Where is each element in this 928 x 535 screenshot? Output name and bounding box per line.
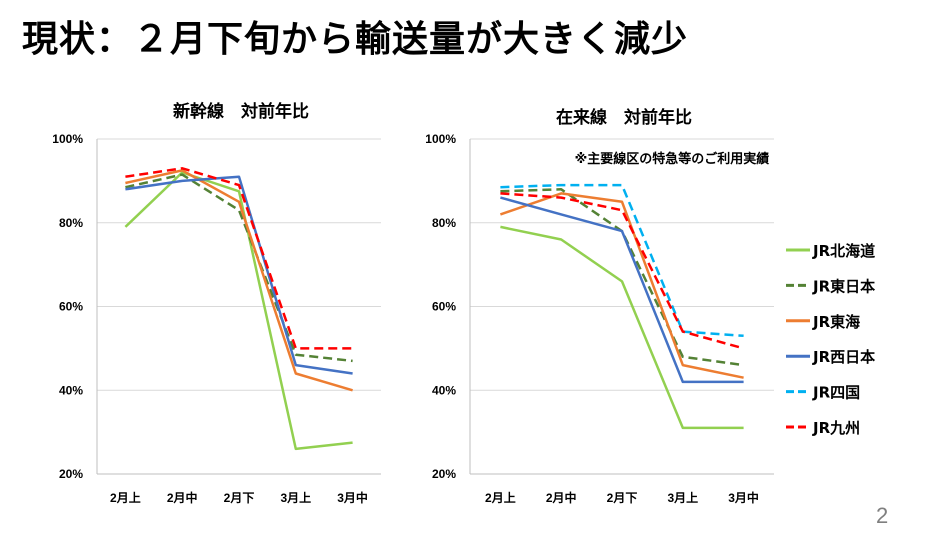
legend-label: JR四国 [812, 384, 860, 402]
chart1-series-line [125, 173, 353, 363]
chart2-xtick-label: 3月上 [667, 490, 698, 505]
chart1-ytick-label: 40% [59, 383, 83, 397]
chart1-ytick-label: 100% [52, 132, 83, 146]
chart2-series-line [500, 183, 744, 338]
chart1-xtick-label: 2月中 [167, 490, 198, 505]
chart1-ytick-label: 20% [59, 467, 83, 481]
chart2-xtick-label: 3月中 [728, 490, 759, 505]
page-number: 2 [876, 503, 889, 528]
legend-label: JR東日本 [812, 277, 875, 295]
chart2-series-line [500, 225, 744, 430]
chart2-series-line [500, 192, 744, 350]
legend-label: JR北海道 [812, 242, 875, 260]
slide-title: 現状：２月下旬から輸送量が大きく減少 [22, 19, 689, 60]
chart1-ytick-label: 60% [59, 300, 83, 314]
chart1-series-line [125, 169, 353, 392]
chart1-series-line [124, 171, 353, 451]
chart1-ytick-label: 80% [59, 216, 83, 230]
chart1-title: 新幹線 対前年比 [173, 101, 309, 122]
chart1-series-line [125, 167, 353, 350]
chart1-xtick-label: 2月上 [110, 490, 141, 505]
chart2-ytick-label: 80% [432, 216, 456, 230]
chart2-title: 在来線 対前年比 [556, 107, 692, 128]
chart2-series-line [499, 192, 744, 379]
chart2-ytick-label: 100% [425, 132, 456, 146]
chart2-xtick-label: 2月下 [607, 491, 638, 505]
legend-label: JR東海 [812, 313, 860, 331]
chart2-xtick-label: 2月上 [485, 490, 516, 505]
chart2-ytick-label: 60% [432, 300, 456, 314]
chart1-series-line [125, 175, 353, 375]
chart2-xtick-label: 2月中 [546, 490, 577, 505]
chart1-xtick-label: 3月中 [337, 490, 368, 505]
legend-label: JR西日本 [812, 348, 875, 366]
chart2-ytick-label: 20% [432, 467, 456, 481]
chart1-xtick-label: 3月上 [280, 490, 311, 505]
legend-label: JR九州 [812, 419, 860, 437]
chart2-annotation: ※主要線区の特急等のご利用実績 [575, 151, 770, 167]
chart1-xtick-label: 2月下 [224, 491, 255, 505]
chart2-ytick-label: 40% [432, 383, 456, 397]
chart2-series-line [500, 196, 744, 384]
